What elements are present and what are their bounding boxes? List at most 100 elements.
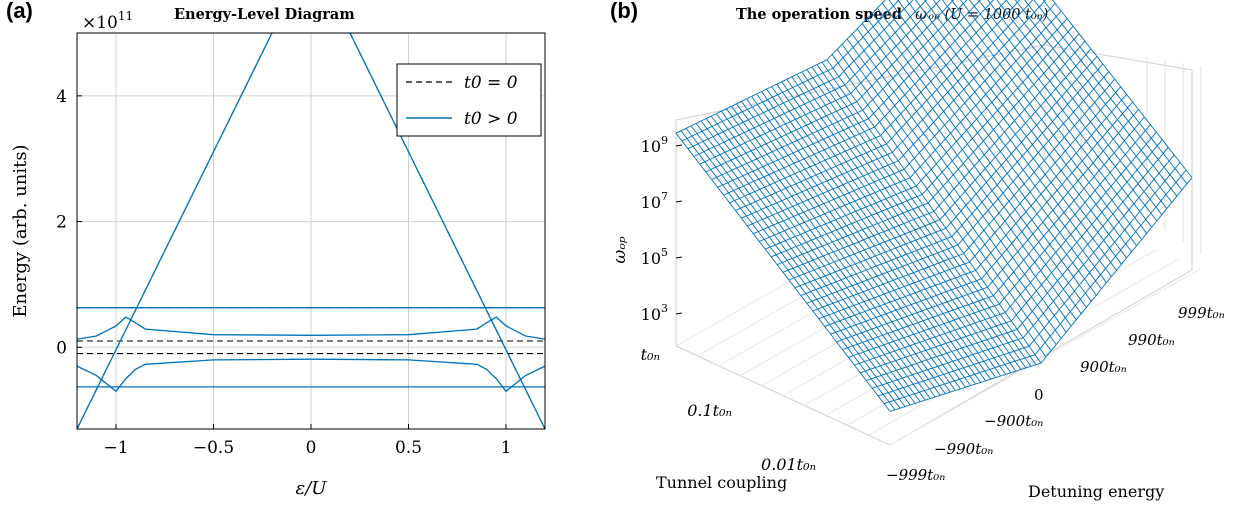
z-axis-label: ωₒₚ [610, 236, 630, 263]
mesh-line-v [715, 113, 931, 399]
mesh-line-v [856, 28, 1072, 327]
mesh-line-v [791, 76, 1007, 375]
mesh-line-v [675, 132, 891, 412]
mesh-line-v [876, 7, 1092, 302]
x-tick-label: 1 [501, 438, 512, 458]
floor-gridline [846, 248, 1158, 426]
z-tick [675, 312, 683, 315]
mesh-line-v [871, 13, 1087, 308]
z-tick-label: 103 [641, 302, 668, 324]
mesh-line-v [826, 59, 1042, 364]
z-tick [675, 144, 683, 147]
tunnel-tick-label: t₀ₙ [641, 345, 660, 364]
y-tick-label: 2 [56, 213, 67, 233]
x-tick-label: −0.5 [193, 438, 234, 458]
floor-gridline [761, 209, 1072, 387]
mesh-line-v [771, 86, 986, 382]
mesh-line-v [751, 96, 966, 388]
legend-entry-t0-zero: t0 = 0 [464, 73, 518, 93]
x-tick-label: 0 [306, 438, 317, 458]
mesh-line-v [731, 106, 946, 394]
mesh-line-v [821, 61, 1037, 365]
x-axis-label: ε/U [296, 478, 328, 499]
mesh-line-u [782, 41, 1086, 273]
box-edge [889, 269, 1193, 446]
z-tick-label: 109 [641, 134, 668, 156]
mesh-line-v [695, 123, 911, 406]
mesh-line-v [888, 0, 1102, 290]
mesh-line-v [806, 69, 1022, 370]
mesh-line-v [786, 79, 1002, 377]
floor-gridline [889, 268, 1201, 446]
mesh-line-v [861, 23, 1077, 321]
mesh-line-v [1005, 0, 1168, 209]
series-line-t0-positive [77, 33, 273, 429]
panel-b-label: (b) [610, 0, 639, 23]
mesh-line-v [710, 115, 926, 401]
mesh-line-v [700, 120, 916, 404]
panel-b-title-text: The operation speed [736, 6, 903, 23]
tunnel-tick-label: 0.1t₀ₙ [687, 401, 732, 420]
legend-entry-t0-positive: t0 > 0 [464, 109, 518, 129]
floor-gridline [739, 199, 1051, 377]
mesh-line-v [846, 38, 1062, 339]
mesh-line-v [1024, 0, 1178, 197]
surface-mesh [675, 0, 1193, 412]
mesh-line-v [736, 103, 951, 393]
mesh-line-v [882, 2, 1097, 296]
mesh-line-v [851, 33, 1067, 333]
mesh-line-v [761, 91, 976, 385]
mesh-line-u [675, 0, 886, 134]
mesh-line-v [1042, 0, 1188, 185]
detuning-tick-label: −999t₀ₙ [886, 466, 945, 484]
mesh-line-u [735, 0, 1021, 211]
mesh-line-v [959, 0, 1143, 240]
z-tick [675, 200, 683, 203]
mesh-line-v [1052, 0, 1193, 178]
detuning-tick-label: 900t₀ₙ [1080, 358, 1127, 376]
mesh-line-v [720, 110, 936, 398]
mesh-line-v [811, 66, 1027, 369]
mesh-line-v [996, 0, 1163, 215]
detuning-tick-label: −900t₀ₙ [984, 412, 1043, 430]
mesh-line-v [690, 125, 906, 407]
mesh-line-v [746, 98, 961, 390]
y-tick-label: 4 [56, 87, 67, 107]
mesh-line-v [836, 49, 1052, 351]
ticks-layer: −1 −0.5 0 0.5 1 0 2 4 [56, 87, 511, 458]
panel-a-title: Energy-Level Diagram [174, 6, 355, 23]
mesh-line-v [766, 88, 981, 383]
series-line-t0-positive [77, 316, 545, 340]
mesh-line-v [915, 0, 1117, 271]
mesh-line-v [1014, 0, 1173, 203]
floor-gridline [697, 179, 1008, 357]
mesh-line-v [796, 74, 1012, 374]
tunnel-coupling-label: Tunnel coupling [656, 473, 787, 492]
mesh-line-u [788, 48, 1092, 281]
mesh-line-v [741, 101, 956, 391]
mesh-line-v [978, 0, 1153, 228]
mesh-line-v [816, 64, 1032, 367]
mesh-line-v [924, 0, 1122, 265]
legend: t0 = 0 t0 > 0 [396, 63, 542, 137]
mesh-line-v [680, 130, 896, 411]
mesh-line-v [725, 108, 941, 396]
series-line-t0-positive [349, 33, 545, 429]
legend-box [396, 63, 542, 137]
box-edge [1044, 44, 1193, 71]
series-layer [77, 33, 545, 429]
mesh-line-v [932, 0, 1127, 259]
z-tick [675, 256, 683, 259]
detuning-tick-label: −990t₀ₙ [934, 440, 993, 458]
y-axis-label: Energy (arb. units) [10, 144, 31, 317]
panel-a-label: (a) [6, 0, 33, 23]
mesh-line-v [776, 83, 992, 380]
mesh-line-v [841, 43, 1057, 345]
mesh-line-v [781, 81, 997, 378]
mesh-line-v [906, 0, 1112, 277]
detuning-energy-label: Detuning energy [1028, 482, 1164, 501]
mesh-line-v [685, 128, 901, 409]
mesh-line-v [897, 0, 1107, 283]
mesh-line-v [987, 0, 1158, 222]
